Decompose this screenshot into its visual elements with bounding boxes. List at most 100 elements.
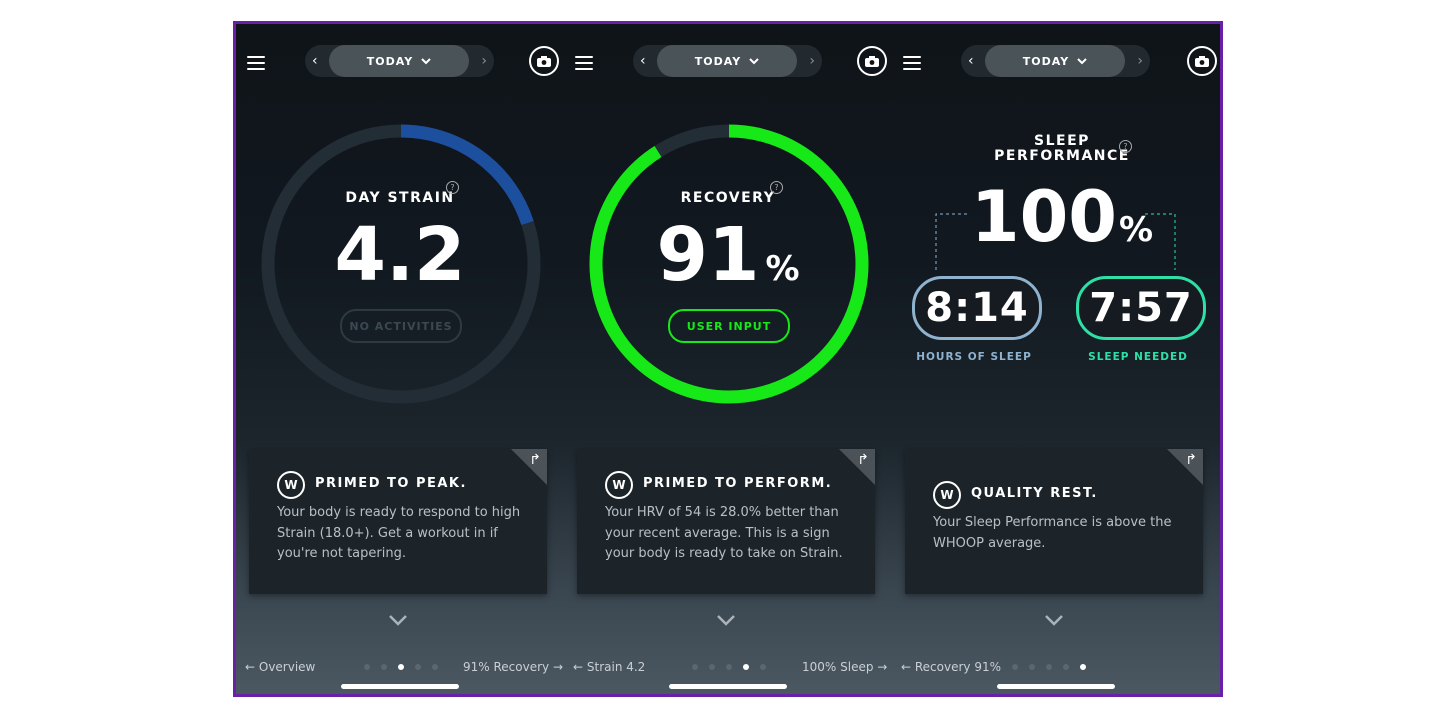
page-dot[interactable]	[432, 664, 438, 670]
card-title: PRIMED TO PERFORM.	[643, 476, 833, 491]
next-day-arrow-icon[interactable]: ›	[1137, 53, 1143, 69]
next-day-arrow-icon[interactable]: ›	[481, 53, 487, 69]
page-dot-active[interactable]	[1080, 664, 1086, 670]
date-selector[interactable]: ‹ TODAY ›	[305, 45, 494, 77]
nav-next-link[interactable]: 100% Sleep →	[802, 660, 888, 674]
whoop-w-icon: W	[605, 471, 633, 499]
home-indicator[interactable]	[669, 684, 787, 689]
nav-prev-link[interactable]: ← Strain 4.2	[573, 660, 646, 674]
card-body: Your body is ready to respond to high St…	[277, 505, 521, 561]
strain-value: 4.2	[334, 212, 466, 298]
chevron-down-icon[interactable]	[716, 610, 736, 631]
page-dot[interactable]	[709, 664, 715, 670]
card-body: Your HRV of 54 is 28.0% better than your…	[605, 505, 843, 561]
sleep-label-line2: PERFORMANCE	[994, 148, 1130, 164]
chevron-down-icon	[749, 57, 759, 64]
strain-insight-card[interactable]: ↱ W PRIMED TO PEAK. Your body is ready t…	[249, 449, 547, 594]
chevron-down-icon[interactable]	[1044, 610, 1064, 631]
date-selector[interactable]: ‹ TODAY ›	[961, 45, 1150, 77]
sleep-performance-label: SLEEP PERFORMANCE	[898, 133, 1220, 164]
page-dots	[692, 664, 766, 670]
page-dot[interactable]	[1012, 664, 1018, 670]
recovery-value-wrap: 91%	[564, 212, 892, 298]
page-dot[interactable]	[415, 664, 421, 670]
camera-icon[interactable]	[529, 46, 559, 76]
question-icon[interactable]: ?	[1119, 140, 1132, 153]
home-indicator[interactable]	[997, 684, 1115, 689]
date-label: TODAY	[1022, 54, 1070, 68]
page-dot-active[interactable]	[743, 664, 749, 670]
recovery-label: RECOVERY	[680, 190, 776, 206]
page-dot[interactable]	[760, 664, 766, 670]
recovery-unit: %	[765, 249, 800, 289]
nav-prev-link[interactable]: ← Recovery 91%	[901, 660, 1001, 674]
page-dot[interactable]	[364, 664, 370, 670]
share-arrow-icon[interactable]: ↱	[529, 452, 541, 468]
page-dot[interactable]	[1046, 664, 1052, 670]
card-fold	[511, 449, 547, 485]
prev-day-arrow-icon[interactable]: ‹	[968, 53, 974, 69]
home-indicator[interactable]	[341, 684, 459, 689]
hours-of-sleep-label: HOURS OF SLEEP	[916, 351, 1032, 363]
strain-panel: ‹ TODAY › DAY STRAIN ? 4.2 NO ACTIVITIES…	[236, 24, 564, 694]
whoop-w-icon: W	[933, 481, 961, 509]
hamburger-icon[interactable]	[247, 56, 265, 70]
card-title: PRIMED TO PEAK.	[315, 476, 467, 491]
page-dot-active[interactable]	[398, 664, 404, 670]
page-dot[interactable]	[726, 664, 732, 670]
sleep-bracket-lines	[935, 213, 1176, 270]
share-arrow-icon[interactable]: ↱	[1185, 452, 1197, 468]
hours-of-sleep-value: 8:14	[912, 276, 1042, 340]
strain-ring	[261, 124, 541, 404]
recovery-value: 91	[656, 212, 760, 298]
sleep-unit: %	[1119, 210, 1154, 250]
next-day-arrow-icon[interactable]: ›	[809, 53, 815, 69]
page-dot[interactable]	[1063, 664, 1069, 670]
card-body: Your Sleep Performance is above the WHOO…	[933, 515, 1172, 551]
hamburger-icon[interactable]	[903, 56, 921, 70]
prev-day-arrow-icon[interactable]: ‹	[640, 53, 646, 69]
prev-day-arrow-icon[interactable]: ‹	[312, 53, 318, 69]
sleep-value: 100	[970, 176, 1118, 258]
user-input-button[interactable]: USER INPUT	[668, 309, 790, 343]
camera-icon[interactable]	[857, 46, 887, 76]
card-fold	[1167, 449, 1203, 485]
no-activities-button[interactable]: NO ACTIVITIES	[340, 309, 462, 343]
page-dots	[364, 664, 438, 670]
whoop-w-icon: W	[277, 471, 305, 499]
page-dot[interactable]	[381, 664, 387, 670]
page-dots	[1012, 664, 1086, 670]
chevron-down-icon[interactable]	[388, 610, 408, 631]
share-arrow-icon[interactable]: ↱	[857, 452, 869, 468]
sleep-needed-label: SLEEP NEEDED	[1088, 351, 1188, 363]
recovery-insight-card[interactable]: ↱ W PRIMED TO PERFORM. Your HRV of 54 is…	[577, 449, 875, 594]
strain-ring-progress	[261, 124, 541, 404]
chevron-down-icon	[421, 57, 431, 64]
question-icon[interactable]: ?	[770, 181, 783, 194]
sleep-value-wrap: 100%	[898, 176, 1220, 258]
page-dot[interactable]	[692, 664, 698, 670]
hamburger-icon[interactable]	[575, 56, 593, 70]
date-selector[interactable]: ‹ TODAY ›	[633, 45, 822, 77]
card-fold	[839, 449, 875, 485]
screenshot-frame: ‹ TODAY › DAY STRAIN ? 4.2 NO ACTIVITIES…	[233, 21, 1223, 697]
date-dropdown[interactable]: TODAY	[657, 45, 797, 77]
recovery-panel: ‹ TODAY › RECOVERY ? 91% USER INPUT ↱ W …	[564, 24, 892, 694]
question-icon[interactable]: ?	[446, 181, 459, 194]
nav-next-link[interactable]: 91% Recovery →	[463, 660, 563, 674]
nav-prev-link[interactable]: ← Overview	[245, 660, 316, 674]
camera-icon[interactable]	[1187, 46, 1217, 76]
recovery-ring	[589, 124, 869, 404]
page-dot[interactable]	[1029, 664, 1035, 670]
recovery-ring-progress	[589, 124, 869, 404]
date-label: TODAY	[366, 54, 414, 68]
sleep-panel: ‹ TODAY › SLEEP PERFORMANCE ? 100% 8:14 …	[892, 24, 1220, 694]
strain-label: DAY STRAIN	[345, 190, 455, 206]
date-label: TODAY	[694, 54, 742, 68]
date-dropdown[interactable]: TODAY	[329, 45, 469, 77]
sleep-insight-card[interactable]: ↱ W QUALITY REST. Your Sleep Performance…	[905, 449, 1203, 594]
date-dropdown[interactable]: TODAY	[985, 45, 1125, 77]
sleep-needed-value: 7:57	[1076, 276, 1206, 340]
sleep-label-line1: SLEEP	[1034, 133, 1090, 149]
chevron-down-icon	[1077, 57, 1087, 64]
